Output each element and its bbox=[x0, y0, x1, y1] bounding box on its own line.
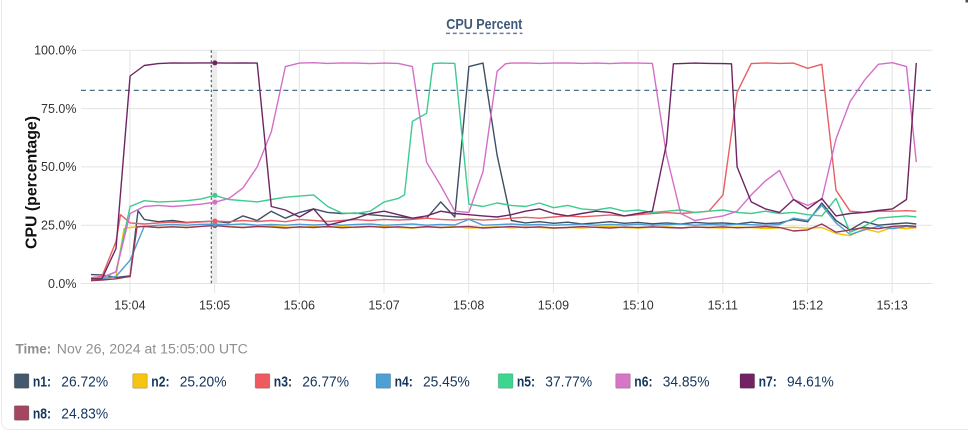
svg-text:n2:: n2: bbox=[151, 374, 169, 391]
svg-text:37.77%: 37.77% bbox=[545, 374, 592, 391]
svg-text:n1:: n1: bbox=[33, 374, 51, 391]
svg-text:n7:: n7: bbox=[759, 374, 777, 391]
svg-text:100.0%: 100.0% bbox=[34, 44, 76, 58]
svg-text:n6:: n6: bbox=[634, 374, 652, 391]
svg-text:15:10: 15:10 bbox=[622, 299, 653, 313]
svg-text:94.61%: 94.61% bbox=[787, 374, 834, 391]
svg-text:15:05: 15:05 bbox=[199, 299, 230, 313]
svg-text:Time:: Time: bbox=[16, 342, 52, 357]
svg-text:n8:: n8: bbox=[33, 406, 51, 423]
svg-text:0.0%: 0.0% bbox=[48, 277, 77, 291]
svg-text:24.83%: 24.83% bbox=[61, 406, 108, 423]
svg-text:15:07: 15:07 bbox=[368, 299, 399, 313]
svg-text:26.72%: 26.72% bbox=[61, 374, 108, 391]
svg-text:n4:: n4: bbox=[395, 374, 413, 391]
svg-text:34.85%: 34.85% bbox=[663, 374, 710, 391]
svg-text:75.0%: 75.0% bbox=[41, 102, 76, 116]
svg-text:CPU (percentage): CPU (percentage) bbox=[23, 116, 40, 249]
svg-text:15:11: 15:11 bbox=[708, 299, 738, 313]
svg-text:25.45%: 25.45% bbox=[423, 374, 470, 391]
svg-text:CPU Percent: CPU Percent bbox=[446, 16, 522, 33]
svg-text:15:08: 15:08 bbox=[453, 299, 484, 313]
svg-text:25.20%: 25.20% bbox=[180, 374, 227, 391]
svg-text:n3:: n3: bbox=[274, 374, 292, 391]
svg-text:15:09: 15:09 bbox=[538, 299, 569, 313]
svg-text:15:12: 15:12 bbox=[792, 299, 823, 313]
svg-text:n5:: n5: bbox=[517, 374, 535, 391]
svg-text:15:13: 15:13 bbox=[877, 299, 908, 313]
svg-text:15:06: 15:06 bbox=[284, 299, 315, 313]
svg-text:26.77%: 26.77% bbox=[302, 374, 349, 391]
svg-text:25.0%: 25.0% bbox=[41, 219, 76, 233]
svg-text:Nov 26, 2024 at 15:05:00 UTC: Nov 26, 2024 at 15:05:00 UTC bbox=[57, 342, 248, 357]
svg-text:50.0%: 50.0% bbox=[41, 160, 76, 174]
svg-text:15:04: 15:04 bbox=[114, 299, 145, 313]
